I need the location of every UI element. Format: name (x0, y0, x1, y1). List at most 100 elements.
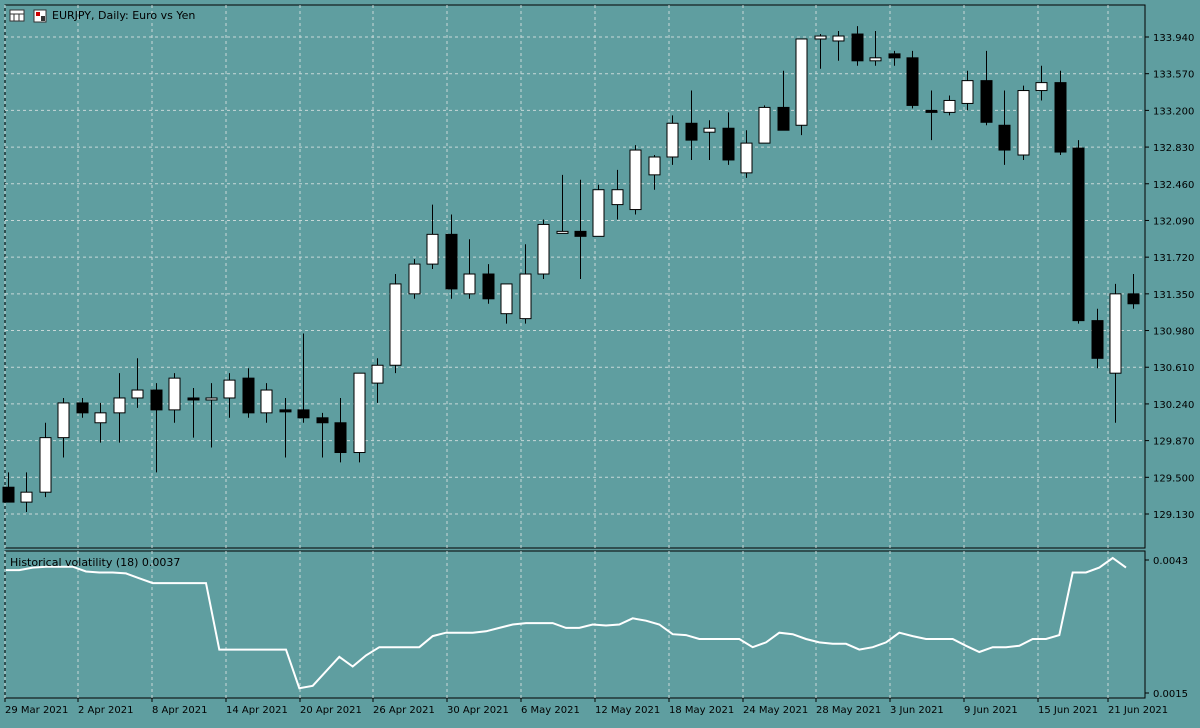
candle-body-bull (94, 412, 107, 424)
candle[interactable] (795, 38, 808, 136)
candle-body-bull (131, 389, 144, 399)
candle[interactable] (1091, 308, 1104, 369)
candle[interactable] (556, 174, 569, 234)
candle[interactable] (150, 383, 163, 473)
candle-body-bull (113, 397, 126, 414)
candle[interactable] (592, 184, 605, 237)
candle[interactable] (500, 283, 513, 324)
candle[interactable] (869, 31, 882, 66)
candle-body-bull (943, 99, 956, 113)
date-tick-label: 30 Apr 2021 (447, 705, 509, 716)
date-tick-label: 12 May 2021 (595, 705, 660, 716)
date-tick-label: 8 Apr 2021 (152, 705, 207, 716)
candle[interactable] (426, 204, 439, 270)
candle-body-bear (279, 409, 292, 413)
candle[interactable] (1035, 65, 1048, 101)
date-tick-label: 21 Jun 2021 (1108, 705, 1168, 716)
candle[interactable] (925, 90, 938, 141)
candle[interactable] (316, 412, 329, 458)
candle[interactable] (961, 70, 974, 111)
candles-layer[interactable] (2, 26, 1140, 513)
chart-title: EURJPY, Daily: Euro vs Yen (52, 9, 195, 22)
symbol-flag-icon[interactable] (33, 9, 47, 23)
candle-body-bull (629, 149, 642, 211)
candle[interactable] (205, 383, 218, 448)
candle-body-bear (1072, 147, 1085, 322)
candle-body-bull (168, 377, 181, 411)
candle[interactable] (57, 397, 70, 458)
candle-body-bear (242, 377, 255, 414)
candle[interactable] (242, 368, 255, 418)
date-tick-label: 2 Apr 2021 (78, 705, 133, 716)
candle[interactable] (408, 259, 421, 299)
candle-body-bull (869, 57, 882, 62)
candle[interactable] (39, 422, 52, 498)
chart-window-icon[interactable] (9, 9, 25, 22)
candle[interactable] (279, 397, 292, 458)
candle-body-bull (740, 142, 753, 174)
candle[interactable] (814, 34, 827, 69)
candle-body-bull (961, 80, 974, 104)
candle[interactable] (223, 373, 236, 418)
candle[interactable] (943, 95, 956, 116)
candle-body-bull (353, 372, 366, 454)
candle-body-bear (334, 422, 347, 454)
candle[interactable] (1054, 70, 1067, 156)
candle[interactable] (998, 90, 1011, 165)
candle[interactable] (740, 130, 753, 178)
candle[interactable] (722, 112, 735, 165)
candle[interactable] (187, 388, 200, 438)
price-tick-label: 129.500 (1153, 473, 1194, 484)
candle[interactable] (648, 155, 661, 190)
candle-body-bear (722, 127, 735, 161)
candle[interactable] (980, 50, 993, 126)
candle[interactable] (851, 26, 864, 66)
candle[interactable] (666, 115, 679, 165)
candle-body-bull (703, 127, 716, 133)
candle[interactable] (20, 472, 33, 513)
candle[interactable] (76, 397, 89, 418)
price-axis[interactable]: 133.940 133.570 133.200 132.830 132.460 132.0… (1145, 33, 1194, 700)
candle[interactable] (906, 50, 919, 109)
candle[interactable] (2, 472, 15, 503)
price-tick-label: 130.610 (1153, 363, 1194, 374)
candle-body-bull (666, 122, 679, 158)
candle[interactable] (260, 383, 273, 423)
candle-body-bull (795, 38, 808, 126)
candle[interactable] (445, 214, 458, 299)
candle[interactable] (832, 31, 845, 61)
date-tick-label: 24 May 2021 (743, 705, 808, 716)
candle-body-bear (925, 109, 938, 113)
time-axis[interactable]: 29 Mar 2021 2 Apr 2021 8 Apr 2021 14 Apr 20… (4, 698, 1168, 716)
candle[interactable] (94, 402, 107, 443)
candle[interactable] (629, 145, 642, 215)
candle[interactable] (353, 372, 366, 463)
candle[interactable] (685, 90, 698, 160)
candle[interactable] (1072, 140, 1085, 324)
candle[interactable] (574, 179, 587, 279)
candle[interactable] (482, 264, 495, 304)
candle[interactable] (131, 358, 144, 408)
candle[interactable] (1109, 283, 1122, 423)
price-tick-label: 131.350 (1153, 290, 1194, 301)
candle[interactable] (703, 120, 716, 160)
main-chart-frame (4, 4, 1146, 549)
candle[interactable] (297, 333, 310, 423)
candle[interactable] (537, 219, 550, 279)
date-tick-label: 9 Jun 2021 (964, 705, 1018, 716)
candle[interactable] (463, 239, 476, 299)
candle[interactable] (611, 169, 624, 220)
candle[interactable] (777, 70, 790, 131)
candle[interactable] (519, 244, 532, 324)
candle[interactable] (371, 358, 384, 403)
candle[interactable] (758, 105, 771, 144)
candle[interactable] (334, 397, 347, 463)
candle[interactable] (888, 50, 901, 66)
candle-body-bear (482, 273, 495, 300)
candle[interactable] (113, 373, 126, 443)
candle[interactable] (168, 373, 181, 423)
candle[interactable] (1127, 274, 1140, 309)
candle[interactable] (1017, 85, 1030, 160)
candle[interactable] (389, 274, 402, 374)
